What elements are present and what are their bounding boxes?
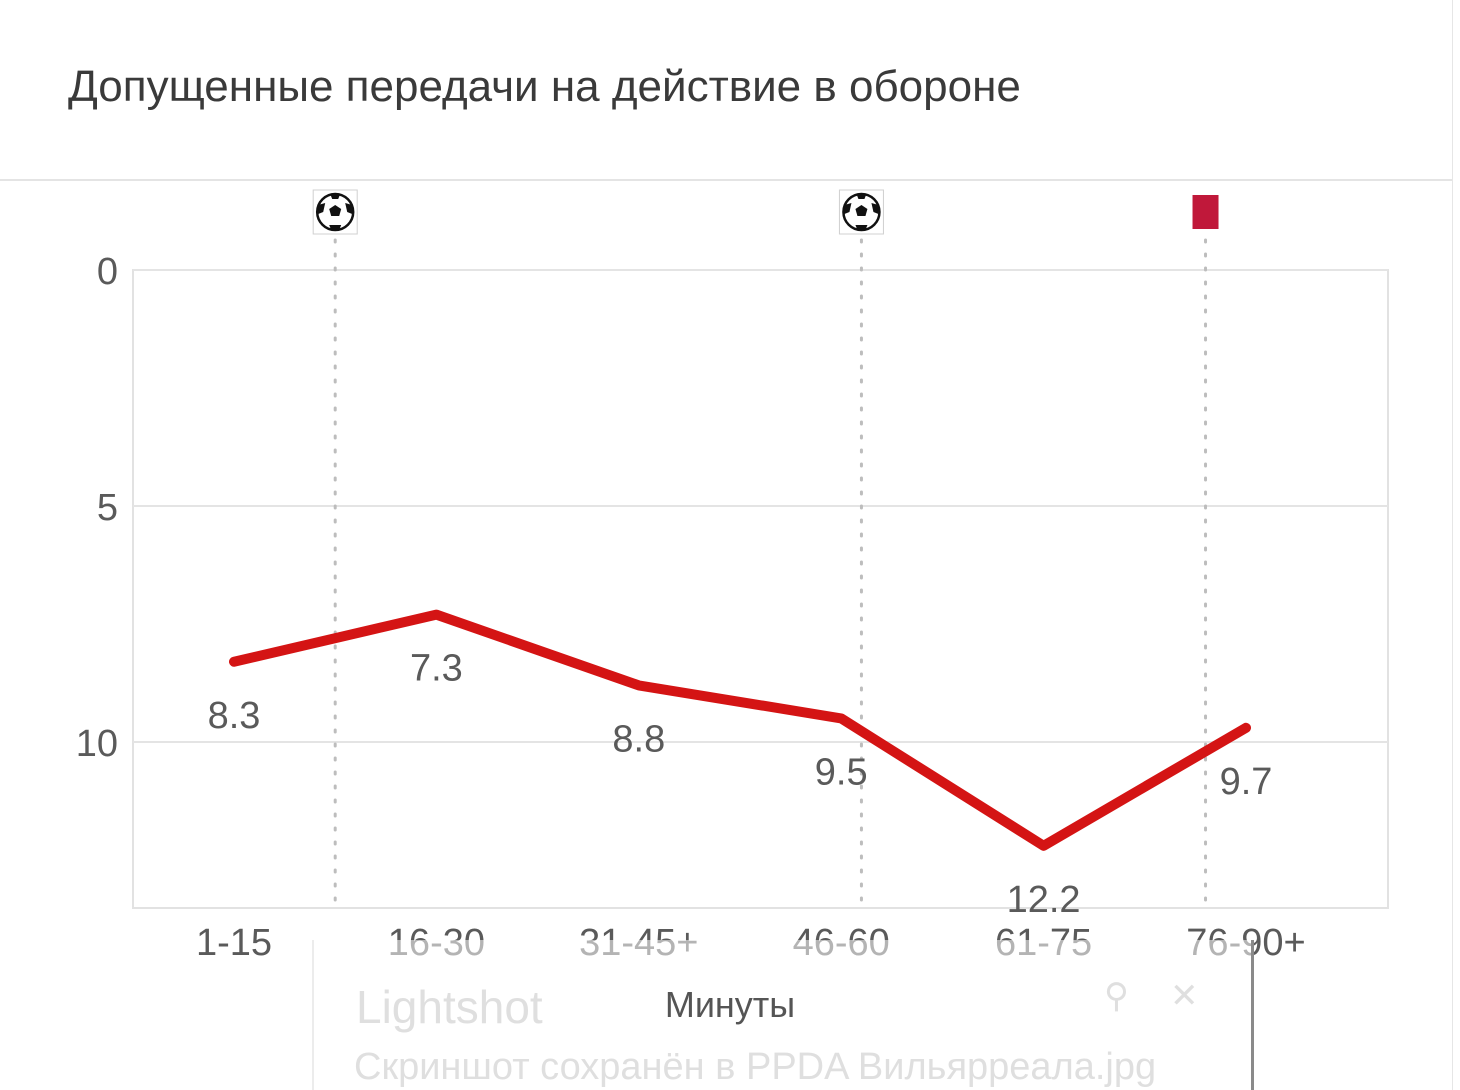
lightshot-notification[interactable]: Lightshot ⚲ ✕ Скриншот сохранён в PPDA В…: [312, 940, 1254, 1090]
data-label: 8.3: [208, 695, 261, 737]
soccer-ball-patch: [329, 225, 342, 230]
data-label: 12.2: [1007, 879, 1081, 921]
close-icon[interactable]: ✕: [1170, 977, 1199, 1015]
soccer-ball-icon: [838, 189, 884, 235]
data-label: 7.3: [410, 648, 463, 690]
soccer-ball-patch: [329, 205, 342, 216]
chart-title: Допущенные передачи на действие в оборон…: [68, 62, 1021, 111]
series-line-path: [229, 609, 1251, 851]
notification-message: Скриншот сохранён в PPDA Вильярреала.jpg: [354, 1046, 1157, 1088]
soccer-ball-patch: [855, 225, 868, 230]
soccer-ball-patch: [330, 194, 341, 199]
plot-area: [132, 269, 1389, 909]
soccer-ball-patch: [855, 205, 868, 216]
search-icon[interactable]: ⚲: [1104, 977, 1129, 1015]
y-axis: 0 5 10: [76, 251, 118, 765]
data-label: 9.7: [1220, 761, 1273, 803]
red-card-icon: [1192, 195, 1219, 229]
notification-app-name: Lightshot: [356, 981, 543, 1033]
y-tick-label: 0: [97, 251, 118, 293]
soccer-ball-icon: [312, 189, 358, 235]
title-divider: [0, 179, 1452, 181]
y-tick-label: 10: [76, 723, 118, 765]
x-tick-label: 1-15: [196, 922, 272, 964]
y-tick-label: 5: [97, 487, 118, 529]
data-label: 9.5: [815, 751, 868, 793]
soccer-ball-patch: [856, 194, 867, 199]
data-labels: 8.3 7.3 8.8 9.5 12.2 9.7: [208, 648, 1273, 921]
soccer-ball-patch: [345, 203, 353, 214]
x-axis-title: Минуты: [664, 984, 796, 1025]
soccer-ball-patch: [318, 203, 326, 214]
match-events: [312, 189, 1219, 910]
grid-lines: [133, 269, 1388, 743]
series-line: [229, 609, 1251, 851]
soccer-ball-patch: [871, 203, 879, 214]
soccer-ball-patch: [844, 203, 852, 214]
data-label: 8.8: [612, 718, 665, 760]
